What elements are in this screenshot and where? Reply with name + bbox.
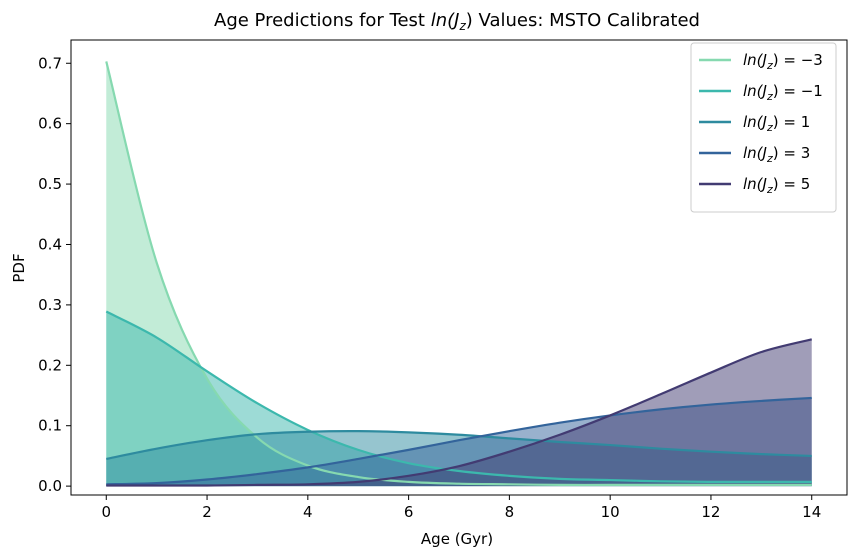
series-lines xyxy=(105,61,812,487)
y-tick-label: 0.0 xyxy=(38,477,62,495)
area-fills xyxy=(106,61,812,487)
legend-label-1: ln(Jz) = −3 xyxy=(743,51,823,72)
area-fill-series-5 xyxy=(106,339,812,487)
title-math: ln(J xyxy=(431,10,460,31)
title-subscript: z xyxy=(458,19,466,33)
x-tick-label: 0 xyxy=(101,503,111,521)
x-tick-label: 8 xyxy=(505,503,515,521)
y-tick-label: 0.7 xyxy=(38,54,62,72)
legend-label-2: ln(Jz) = −1 xyxy=(743,82,823,103)
line-series-5 xyxy=(106,338,812,487)
x-axis-ticks: 0 2 4 6 8 10 12 14 xyxy=(101,495,821,521)
title-prefix: Age Predictions for Test xyxy=(214,10,431,31)
x-tick-label: 6 xyxy=(404,503,414,521)
line-series-3 xyxy=(106,430,812,461)
x-tick-label: 2 xyxy=(202,503,212,521)
y-tick-label: 0.4 xyxy=(38,235,62,253)
y-tick-label: 0.2 xyxy=(38,356,62,374)
y-axis-label: PDF xyxy=(10,253,28,282)
line-series-1 xyxy=(105,61,812,487)
plot-frame xyxy=(70,39,848,496)
legend-label-5: ln(Jz) = 5 xyxy=(743,175,810,196)
y-tick-label: 0.3 xyxy=(38,296,62,314)
title-suffix: Values: MSTO Calibrated xyxy=(473,10,700,31)
line-series-4 xyxy=(106,396,812,486)
legend-box xyxy=(690,42,837,213)
y-tick-label: 0.1 xyxy=(38,417,62,435)
legend: ln(Jz) = −3 ln(Jz) = −1 ln(Jz) = 1 ln(Jz) =… xyxy=(690,42,837,213)
legend-label-3: ln(Jz) = 1 xyxy=(743,113,810,134)
x-axis-label: Age (Gyr) xyxy=(421,530,493,548)
title-close-paren: ) xyxy=(466,10,473,31)
x-tick-label: 12 xyxy=(701,503,720,521)
x-tick-label: 14 xyxy=(802,503,821,521)
x-tick-label: 4 xyxy=(303,503,313,521)
y-tick-label: 0.5 xyxy=(38,175,62,193)
y-tick-label: 0.6 xyxy=(38,115,62,133)
line-series-2 xyxy=(105,310,812,484)
chart-title: Age Predictions for Test ln(Jz) Values: … xyxy=(214,10,700,33)
y-axis-ticks: 0.0 0.1 0.2 0.3 0.4 0.5 0.6 0.7 xyxy=(38,54,71,495)
x-tick-label: 10 xyxy=(601,503,620,521)
legend-label-4: ln(Jz) = 3 xyxy=(743,144,810,165)
